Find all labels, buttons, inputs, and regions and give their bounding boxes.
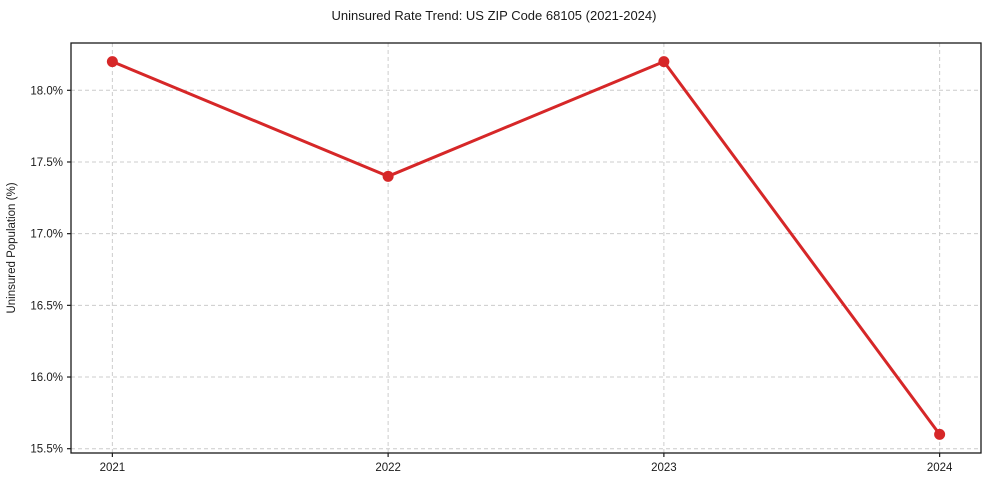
axes-layer: 15.5% 16.0% 16.5% 17.0% 17.5% 18.0% 2021 2022 20…	[30, 42, 982, 474]
series-layer	[106, 56, 946, 440]
x-tick-label: 2023	[651, 462, 677, 474]
y-tick-label: 16.0%	[30, 372, 63, 384]
y-tick-label: 17.0%	[30, 229, 63, 241]
grid-layer	[71, 43, 981, 453]
y-axis-label: Uninsured Population (%)	[6, 182, 18, 313]
data-point	[658, 56, 670, 68]
trend-line	[110, 60, 942, 436]
x-tick-label: 2024	[927, 462, 953, 474]
x-tick-label: 2022	[375, 462, 401, 474]
chart-title: Uninsured Rate Trend: US ZIP Code 68105 …	[332, 8, 657, 23]
y-tick-label: 16.5%	[30, 300, 63, 312]
data-point	[106, 56, 118, 68]
x-tick-label: 2021	[100, 462, 126, 474]
y-tick-label: 17.5%	[30, 157, 63, 169]
data-point	[934, 428, 946, 440]
y-tick-label: 15.5%	[30, 444, 63, 456]
y-tick-label: 18.0%	[30, 85, 63, 97]
plot-border	[70, 42, 982, 454]
data-point	[382, 170, 394, 182]
